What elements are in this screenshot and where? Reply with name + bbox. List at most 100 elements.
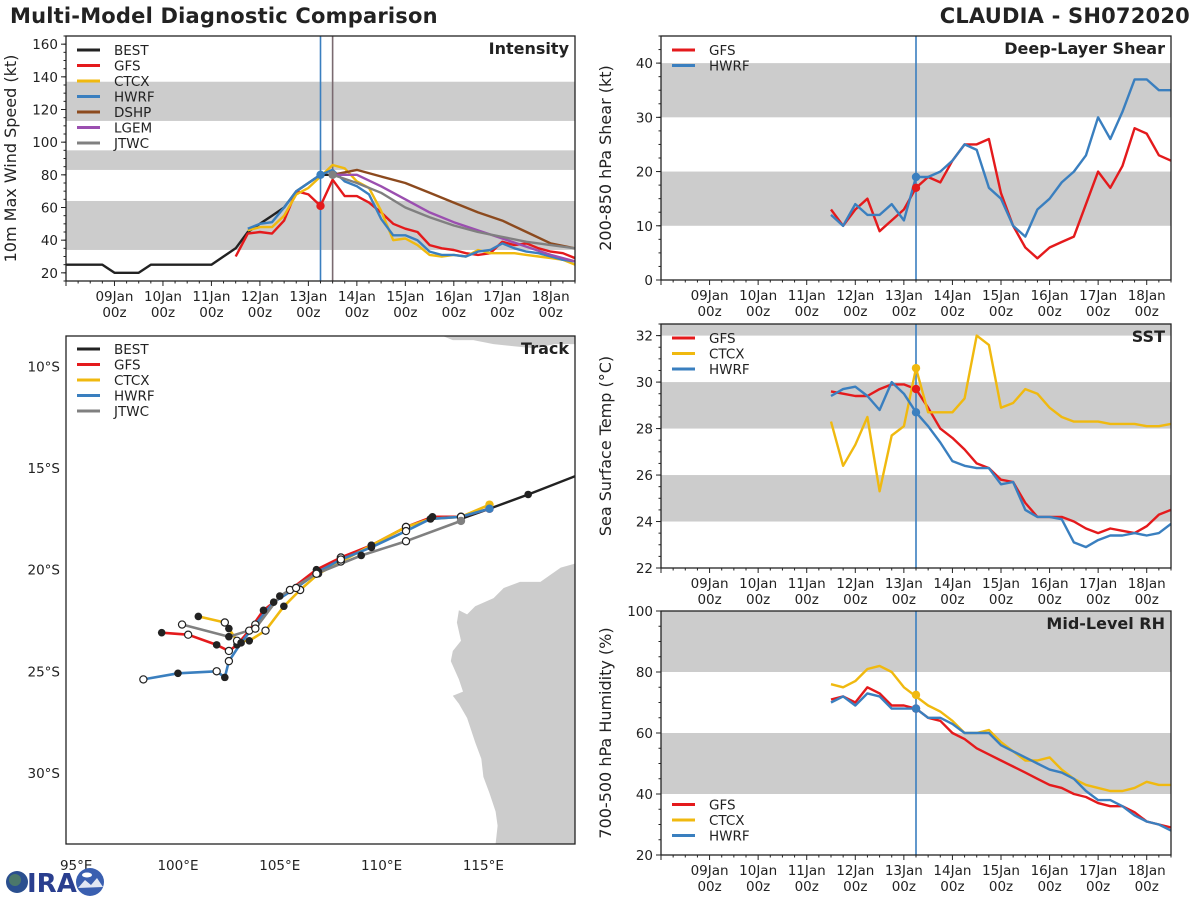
track-point-day xyxy=(157,628,166,637)
land-australia xyxy=(450,563,575,844)
x-tick-label-hour: 00z xyxy=(490,305,514,321)
init-marker-gfs xyxy=(911,183,921,193)
series-line-hwrf xyxy=(830,692,1171,832)
x-tick-label-hour: 00z xyxy=(1086,304,1110,320)
lat-tick-label: 30°S xyxy=(28,766,61,782)
legend-label-gfs: GFS xyxy=(114,59,141,75)
y-tick-label: 0 xyxy=(644,273,653,289)
x-tick-label-hour: 00z xyxy=(296,305,320,321)
series-line-lgem xyxy=(332,173,575,263)
track-point-day xyxy=(212,641,221,649)
x-tick-label-hour: 00z xyxy=(795,304,819,320)
legend-label-gfs: GFS xyxy=(709,43,736,59)
x-tick-label-hour: 00z xyxy=(248,305,272,321)
x-tick-label-date: 14Jan xyxy=(933,576,971,592)
track-line-hwrf xyxy=(143,507,490,681)
y-axis-label: 10m Max Wind Speed (kt) xyxy=(1,55,20,263)
y-tick-label: 160 xyxy=(32,37,58,53)
x-tick-label-hour: 00z xyxy=(746,304,770,320)
x-tick-label-date: 09Jan xyxy=(691,576,729,592)
x-tick-label-date: 11Jan xyxy=(788,288,826,304)
x-tick-label-date: 15Jan xyxy=(982,288,1020,304)
y-tick-label: 80 xyxy=(636,665,653,681)
y-tick-label: 120 xyxy=(32,103,58,119)
y-tick-label: 20 xyxy=(636,848,653,864)
legend-label-ctcx: CTCX xyxy=(709,347,745,363)
legend-label-jtwc: JTWC xyxy=(113,136,149,152)
land-indonesia xyxy=(442,336,575,349)
x-tick-label-date: 09Jan xyxy=(691,863,729,879)
x-tick-label-date: 17Jan xyxy=(1079,288,1117,304)
x-tick-label-hour: 00z xyxy=(795,592,819,608)
legend-label-best: BEST xyxy=(114,342,149,358)
panel-title: Intensity xyxy=(489,39,570,58)
x-tick-label-hour: 00z xyxy=(442,305,466,321)
x-tick-label-hour: 00z xyxy=(940,879,964,895)
x-tick-label-hour: 00z xyxy=(892,304,916,320)
cira-logo-icon: IRA xyxy=(6,868,104,898)
track-start-hwrf xyxy=(485,504,494,513)
track-point-day xyxy=(357,551,366,560)
x-tick-label-date: 13Jan xyxy=(885,576,923,592)
y-tick-label: 100 xyxy=(32,135,58,151)
y-axis-label: 200-850 hPa Shear (kt) xyxy=(596,65,615,251)
series-line-gfs xyxy=(830,686,1171,829)
lat-tick-label: 25°S xyxy=(28,664,61,680)
x-tick-label-hour: 00z xyxy=(1086,879,1110,895)
panel-title: Mid-Level RH xyxy=(1046,614,1165,633)
x-tick-label-date: 13Jan xyxy=(885,288,923,304)
series-group xyxy=(830,78,1171,260)
x-tick-label-hour: 00z xyxy=(746,592,770,608)
x-tick-label-date: 18Jan xyxy=(1128,288,1166,304)
x-tick-label-hour: 00z xyxy=(989,879,1013,895)
x-tick-label-hour: 00z xyxy=(843,592,867,608)
init-marker-ctcx xyxy=(911,363,921,373)
track-point-day xyxy=(194,612,203,621)
series-line-gfs xyxy=(830,383,1171,535)
lon-tick-label: 100°E xyxy=(157,858,198,874)
track-point-day xyxy=(225,624,233,633)
track-point-day xyxy=(269,598,278,606)
x-tick-label-date: 11Jan xyxy=(788,863,826,879)
init-marker-hwrf xyxy=(911,408,921,417)
init-marker-hwrf xyxy=(911,704,921,713)
series-line-gfs xyxy=(830,126,1171,260)
track-point-halfday xyxy=(251,624,260,633)
panel-title: SST xyxy=(1132,327,1165,346)
series-group xyxy=(66,163,575,274)
y-tick-label: 24 xyxy=(636,515,653,531)
track-point-day xyxy=(275,592,284,600)
y-tick-label: 40 xyxy=(636,56,653,72)
track-point-halfday xyxy=(291,583,301,593)
x-tick-label-hour: 00z xyxy=(1037,304,1061,320)
series-line-hwrf xyxy=(830,78,1171,238)
y-tick-label: 100 xyxy=(627,604,653,620)
x-tick-label-date: 14Jan xyxy=(933,863,971,879)
x-tick-label-date: 12Jan xyxy=(836,288,874,304)
x-tick-label-hour: 00z xyxy=(1037,592,1061,608)
lon-tick-label: 110°E xyxy=(361,858,402,874)
x-tick-label-date: 16Jan xyxy=(1031,576,1069,592)
x-tick-label-date: 12Jan xyxy=(836,863,874,879)
x-tick-label-date: 11Jan xyxy=(788,576,826,592)
x-tick-label-date: 18Jan xyxy=(1128,863,1166,879)
x-tick-label-date: 17Jan xyxy=(1079,863,1117,879)
x-tick-label-date: 15Jan xyxy=(982,863,1020,879)
x-tick-label-hour: 00z xyxy=(989,592,1013,608)
track-point-halfday xyxy=(183,630,193,639)
track-point-halfday xyxy=(224,656,234,666)
panel-rh: 2040608010009Jan00z10Jan00z11Jan00z12Jan… xyxy=(596,604,1172,895)
x-tick-label-hour: 00z xyxy=(393,305,417,321)
legend-label-hwrf: HWRF xyxy=(709,362,750,378)
x-tick-label-hour: 00z xyxy=(940,592,964,608)
x-tick-label-hour: 00z xyxy=(940,304,964,320)
x-tick-label-date: 17Jan xyxy=(1079,576,1117,592)
track-point-halfday xyxy=(336,555,346,564)
y-tick-label: 80 xyxy=(41,168,58,184)
track-point-day xyxy=(426,515,435,523)
x-tick-label-hour: 00z xyxy=(199,305,223,321)
x-tick-label-date: 09Jan xyxy=(691,288,729,304)
track-start-jtwc xyxy=(456,516,466,526)
y-tick-label: 26 xyxy=(636,468,653,484)
x-tick-label-hour: 00z xyxy=(1086,592,1110,608)
